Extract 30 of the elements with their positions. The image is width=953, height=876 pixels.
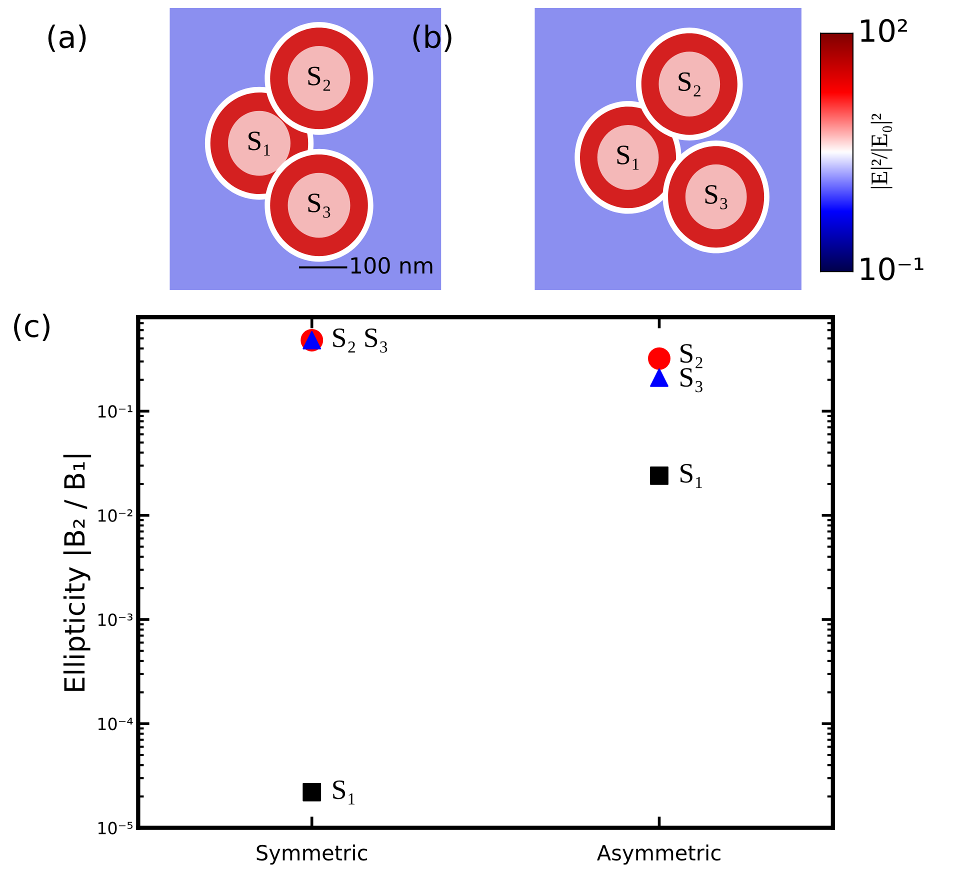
y-tick-label: 10⁻⁵: [98, 822, 133, 834]
text: |E|²/|E₀|²: [870, 114, 892, 188]
annotation: S₃: [680, 368, 702, 392]
point: [302, 782, 322, 802]
chart-title: (c): [14, 314, 50, 341]
text: (a): [48, 24, 86, 52]
y-axis-title: Ellipticity |B₂ / B₁|: [63, 454, 92, 691]
y-tick-label: 10⁻⁴: [98, 718, 133, 730]
point: [650, 466, 668, 485]
text: 100 nm: [351, 257, 432, 274]
point: [650, 368, 668, 387]
x-tick-label: Asymmetric: [596, 844, 720, 865]
x-tick-label: Symmetric: [256, 844, 368, 865]
annotation: S₁: [333, 780, 355, 804]
annotation: S₂ S₃: [333, 328, 388, 353]
text: S₁: [617, 146, 639, 170]
annotation: S₁: [680, 464, 702, 488]
text: (b): [413, 24, 452, 52]
text: S₂: [678, 72, 700, 96]
y-tick-label: 10⁻²: [98, 509, 132, 522]
text: S₂: [308, 66, 330, 91]
annotation: S₂: [680, 344, 702, 368]
text: 10⁻¹: [861, 257, 924, 280]
text: S₃: [705, 185, 728, 210]
point: [648, 347, 670, 370]
text: S₃: [308, 194, 330, 218]
text: S₁: [248, 132, 270, 156]
y-tick-label: 10⁻³: [98, 613, 132, 626]
y-tick-label: 10⁻¹: [98, 405, 132, 418]
text: 10²: [861, 19, 907, 42]
